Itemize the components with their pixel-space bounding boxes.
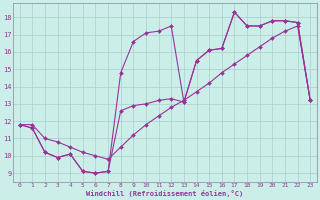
X-axis label: Windchill (Refroidissement éolien,°C): Windchill (Refroidissement éolien,°C) bbox=[86, 190, 244, 197]
